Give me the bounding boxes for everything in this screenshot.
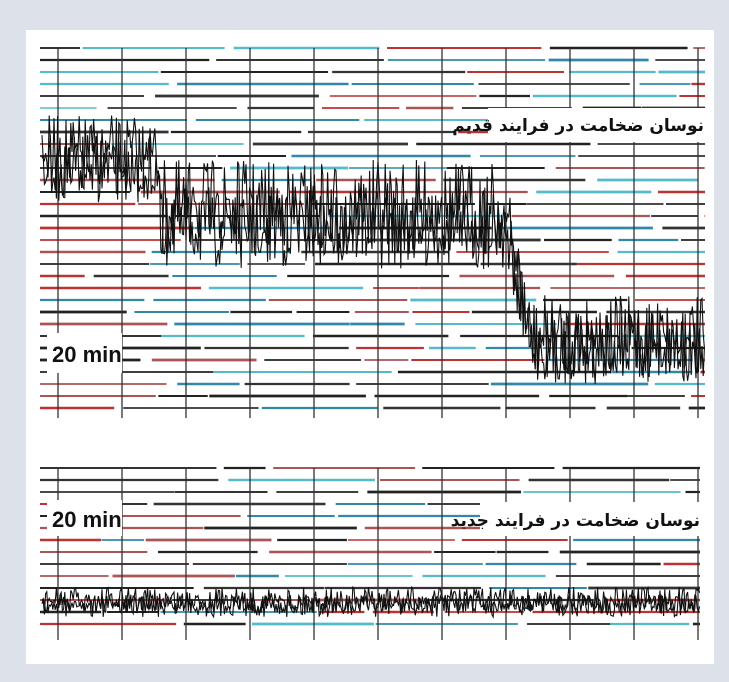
caption: نوسان ضخامت در فرایند جدید bbox=[451, 511, 700, 531]
caption: نوسان ضخامت در فرایند قدیم bbox=[452, 116, 704, 136]
scale-label: 20 min bbox=[52, 507, 122, 532]
scale-label: 20 min bbox=[52, 342, 122, 367]
figure: 20 min نوسان ضخامت در فرایند قدیم 20 min… bbox=[0, 0, 729, 682]
